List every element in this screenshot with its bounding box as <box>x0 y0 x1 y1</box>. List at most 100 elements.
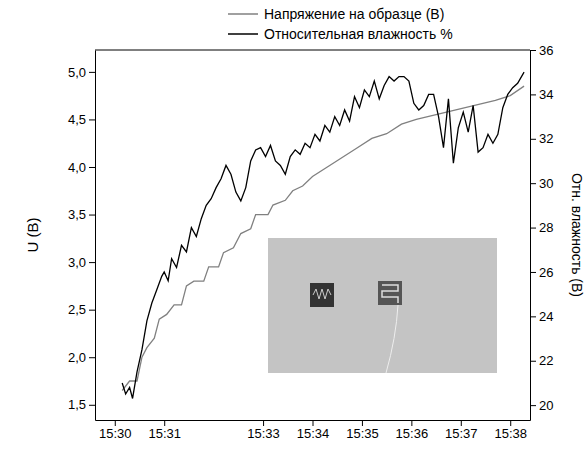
tick-mark <box>362 420 363 426</box>
legend-label: Напряжение на образце (В) <box>264 6 444 22</box>
tick-label: 15:38 <box>494 426 527 441</box>
legend-item: Относительная влажность % <box>228 26 453 42</box>
tick-mark <box>89 262 95 263</box>
tick: 5,0 <box>68 65 95 80</box>
tick-mark <box>530 272 536 273</box>
data-area <box>122 72 524 398</box>
tick-mark <box>530 361 536 362</box>
tick: 24 <box>530 309 553 324</box>
tick-label: 15:31 <box>148 426 181 441</box>
tick: 32 <box>530 131 553 146</box>
tick-mark <box>164 420 165 426</box>
tick: 15:31 <box>148 420 181 441</box>
tick-mark <box>89 72 95 73</box>
inset-wire <box>386 305 398 373</box>
tick-mark <box>530 405 536 406</box>
tick: 15:37 <box>445 420 478 441</box>
tick-label: 36 <box>539 43 553 58</box>
legend-swatch <box>228 33 258 35</box>
tick: 15:33 <box>247 420 280 441</box>
tick-label: 32 <box>539 131 553 146</box>
legend: Напряжение на образце (В) Относительная в… <box>228 6 453 42</box>
inset-detail <box>382 285 398 303</box>
tick-mark <box>313 420 314 426</box>
frame <box>95 50 530 51</box>
tick: 1,5 <box>68 397 95 412</box>
legend-swatch <box>228 13 258 15</box>
tick-mark <box>115 420 116 426</box>
tick: 30 <box>530 176 553 191</box>
tick: 3,5 <box>68 207 95 222</box>
tick-mark <box>89 405 95 406</box>
tick: 4,5 <box>68 112 95 127</box>
tick-mark <box>461 420 462 426</box>
tick: 36 <box>530 43 553 58</box>
y2-axis: 20 22 24 26 28 30 32 34 36 <box>530 43 553 421</box>
tick-mark <box>530 316 536 317</box>
series-line <box>122 72 524 398</box>
inset-detail <box>313 289 331 299</box>
inset-sample <box>378 281 402 305</box>
tick: 4,0 <box>68 160 95 175</box>
tick-label: 4,0 <box>68 160 86 175</box>
tick-label: 15:30 <box>99 426 132 441</box>
tick-mark <box>411 420 412 426</box>
tick-label: 15:37 <box>445 426 478 441</box>
tick-label: 26 <box>539 265 553 280</box>
y-axis-title: U (В) <box>24 218 41 253</box>
tick: 15:34 <box>297 420 330 441</box>
tick-label: 2,0 <box>68 350 86 365</box>
tick-label: 34 <box>539 87 553 102</box>
tick-label: 15:34 <box>297 426 330 441</box>
axis-line <box>95 51 96 421</box>
tick-label: 22 <box>539 353 553 368</box>
tick-label: 1,5 <box>68 397 86 412</box>
tick: 15:35 <box>346 420 379 441</box>
tick: 34 <box>530 87 553 102</box>
tick-mark <box>530 139 536 140</box>
tick-mark <box>530 183 536 184</box>
tick: 20 <box>530 398 553 413</box>
tick-mark <box>510 420 511 426</box>
x-axis: 15:30 15:31 15:33 15:34 15:35 15:36 15:37 15:38 <box>96 420 531 441</box>
inset-photo <box>268 238 497 373</box>
y2-axis-title: Отн. влажность (В) <box>569 173 584 297</box>
tick-mark <box>89 119 95 120</box>
tick-label: 15:33 <box>247 426 280 441</box>
tick: 28 <box>530 220 553 235</box>
tick: 2,5 <box>68 302 95 317</box>
tick-label: 30 <box>539 176 553 191</box>
tick: 22 <box>530 353 553 368</box>
tick-label: 24 <box>539 309 553 324</box>
tick-mark <box>263 420 264 426</box>
tick-label: 15:36 <box>396 426 429 441</box>
plot: 15:30 15:31 15:33 15:34 15:35 15:36 15:37 15:38… <box>68 43 554 442</box>
tick: 15:38 <box>494 420 527 441</box>
tick-label: 20 <box>539 398 553 413</box>
inset-sample <box>310 283 334 307</box>
tick-mark <box>89 357 95 358</box>
axis-line <box>530 51 531 421</box>
legend-label: Относительная влажность % <box>264 26 453 42</box>
tick-label: 2,5 <box>68 302 86 317</box>
tick-mark <box>89 310 95 311</box>
tick: 15:30 <box>99 420 132 441</box>
tick-mark <box>530 50 536 51</box>
tick: 2,0 <box>68 350 95 365</box>
y-axis: 1,5 2,0 2,5 3,0 3,5 4,0 4,5 5,0 <box>68 51 96 421</box>
tick: 26 <box>530 265 553 280</box>
tick-mark <box>530 94 536 95</box>
legend-item: Напряжение на образце (В) <box>228 6 444 22</box>
tick-mark <box>89 215 95 216</box>
tick-mark <box>530 228 536 229</box>
tick-mark <box>89 167 95 168</box>
tick-label: 4,5 <box>68 112 86 127</box>
tick-label: 28 <box>539 220 553 235</box>
tick-label: 3,5 <box>68 207 86 222</box>
tick: 15:36 <box>396 420 429 441</box>
tick-label: 5,0 <box>68 65 86 80</box>
chart: 15:30 15:31 15:33 15:34 15:35 15:36 15:37 15:38… <box>0 0 584 454</box>
inset-background <box>268 238 497 373</box>
tick: 3,0 <box>68 255 95 270</box>
tick-label: 3,0 <box>68 255 86 270</box>
